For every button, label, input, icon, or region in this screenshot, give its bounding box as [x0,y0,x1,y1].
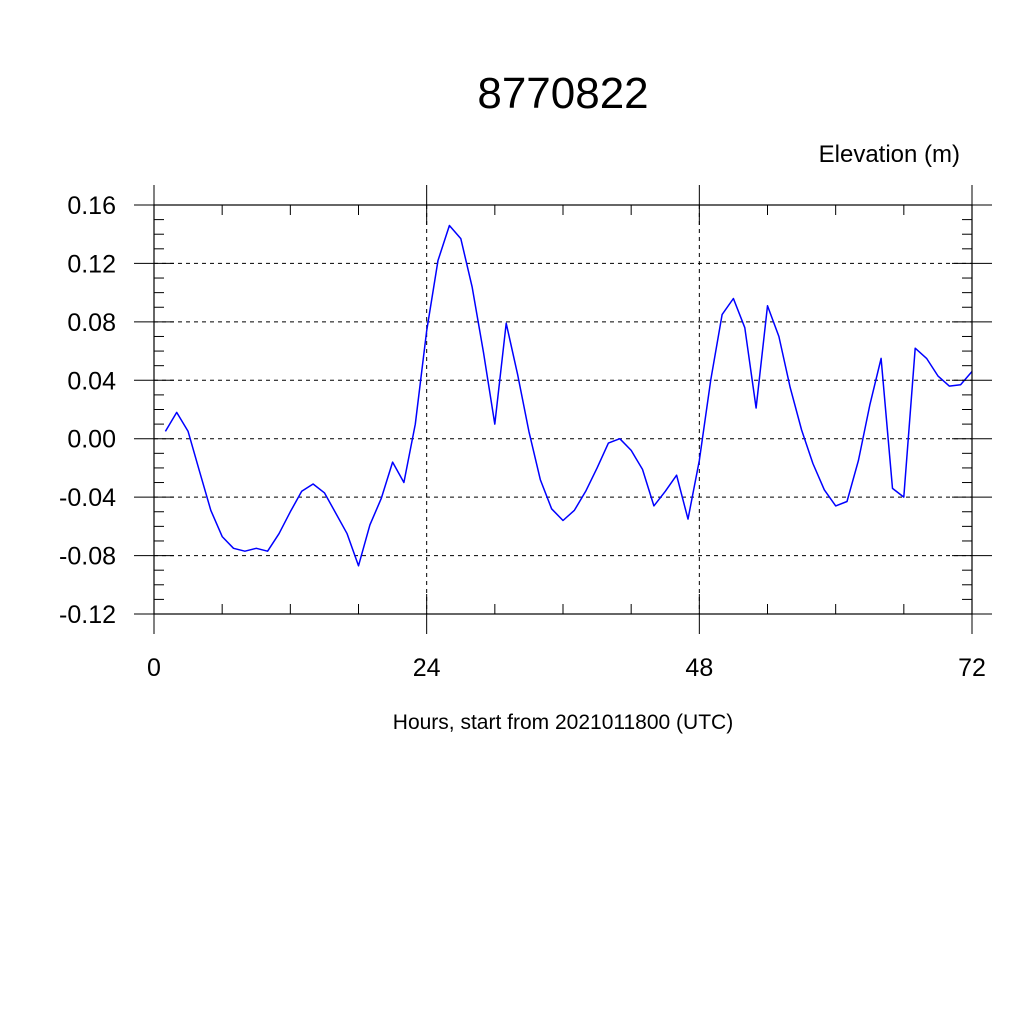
elevation-data-point [914,347,916,349]
elevation-data-point [449,225,451,227]
elevation-data-point [721,314,723,316]
elevation-data-point [676,474,678,476]
elevation-data-point [392,461,394,463]
elevation-data-point [165,431,167,433]
elevation-data-point [824,489,826,491]
elevation-data-point [301,491,303,493]
elevation-data-point [608,442,610,444]
elevation-data-point [574,509,576,511]
elevation-data-point [324,492,326,494]
elevation-data-point [801,429,803,431]
y-tick-label: 0.00 [67,426,116,454]
elevation-data-point [687,518,689,520]
elevation-data-point [653,505,655,507]
elevation-data-point [869,404,871,406]
elevation-data-point [642,469,644,471]
elevation-data-point [278,533,280,535]
elevation-data-point [539,479,541,481]
elevation-data-point [710,379,712,381]
elevation-data-point [892,488,894,490]
elevation-data-point [335,512,337,514]
elevation-data-point [528,431,530,433]
elevation-data-point [471,286,473,288]
elevation-data-point [596,467,598,469]
elevation-data-point [789,387,791,389]
elevation-data-point [585,491,587,493]
elevation-data-point [562,520,564,522]
elevation-data-point [199,470,201,472]
elevation-data-point [517,374,519,376]
plot-frame [153,204,973,615]
elevation-data-point [369,524,371,526]
elevation-data-point [858,460,860,462]
elevation-data-point [494,423,496,425]
elevation-data-point [619,438,621,440]
elevation-data-point [460,238,462,240]
elevation-data-point [187,431,189,433]
elevation-data-point [630,450,632,452]
tick-labels: 0 24 48 72 -0.12 -0.08 -0.04 0.00 0.04 0.08 0.12 0.… [59,192,986,682]
elevation-data-point [903,496,905,498]
elevation-data-point [755,407,757,409]
x-tick-label: 24 [413,654,441,682]
elevation-data-point [767,305,769,307]
elevation-data-point [312,483,314,485]
y-tick-label: 0.08 [67,309,116,337]
elevation-data-point [699,460,701,462]
x-axis-label: Hours, start from 2021011800 (UTC) [393,711,733,734]
y-tick-label: -0.12 [59,601,116,629]
y-tick-label: -0.08 [59,543,116,571]
elevation-data-point [960,384,962,386]
elevation-data-point [358,565,360,567]
x-tick-label: 0 [147,654,161,682]
x-tick-label: 72 [958,654,986,682]
elevation-data-point [437,260,439,262]
elevation-data-point [937,375,939,377]
elevation-data-point [255,547,257,549]
elevation-data-point [267,550,269,552]
elevation-data-point [846,501,848,503]
elevation-data-point [880,358,882,360]
series-layer [164,224,973,567]
chart-title: 8770822 [477,69,648,118]
elevation-data-point [244,550,246,552]
elevation-data-point [415,423,417,425]
elevation-data-point [426,330,428,332]
elevation-data-point [233,547,235,549]
ticks [134,185,992,634]
y-tick-label: 0.12 [67,250,116,278]
elevation-data-point [926,358,928,360]
elevation-data-point [176,412,178,414]
elevation-data-point [483,352,485,354]
elevation-data-point [778,336,780,338]
elevation-data-point [221,536,223,538]
y-tick-label: 0.16 [67,192,116,220]
elevation-data-point [290,511,292,513]
elevation-data-point [733,298,735,300]
elevation-data-point [812,463,814,465]
y-tick-label: -0.04 [59,484,116,512]
y-axis-label: Elevation (m) [819,141,960,168]
elevation-data-point [551,508,553,510]
elevation-data-point [403,482,405,484]
elevation-data-point [835,505,837,507]
elevation-data-point [948,385,950,387]
x-tick-label: 48 [685,654,713,682]
y-tick-label: 0.04 [67,367,116,395]
elevation-data-point [744,327,746,329]
grid [153,204,973,615]
elevation-data-point [505,323,507,325]
elevation-series-line [164,224,973,567]
elevation-data-point [346,533,348,535]
elevation-data-point [380,498,382,500]
elevation-data-point [664,491,666,493]
elevation-data-point [210,509,212,511]
